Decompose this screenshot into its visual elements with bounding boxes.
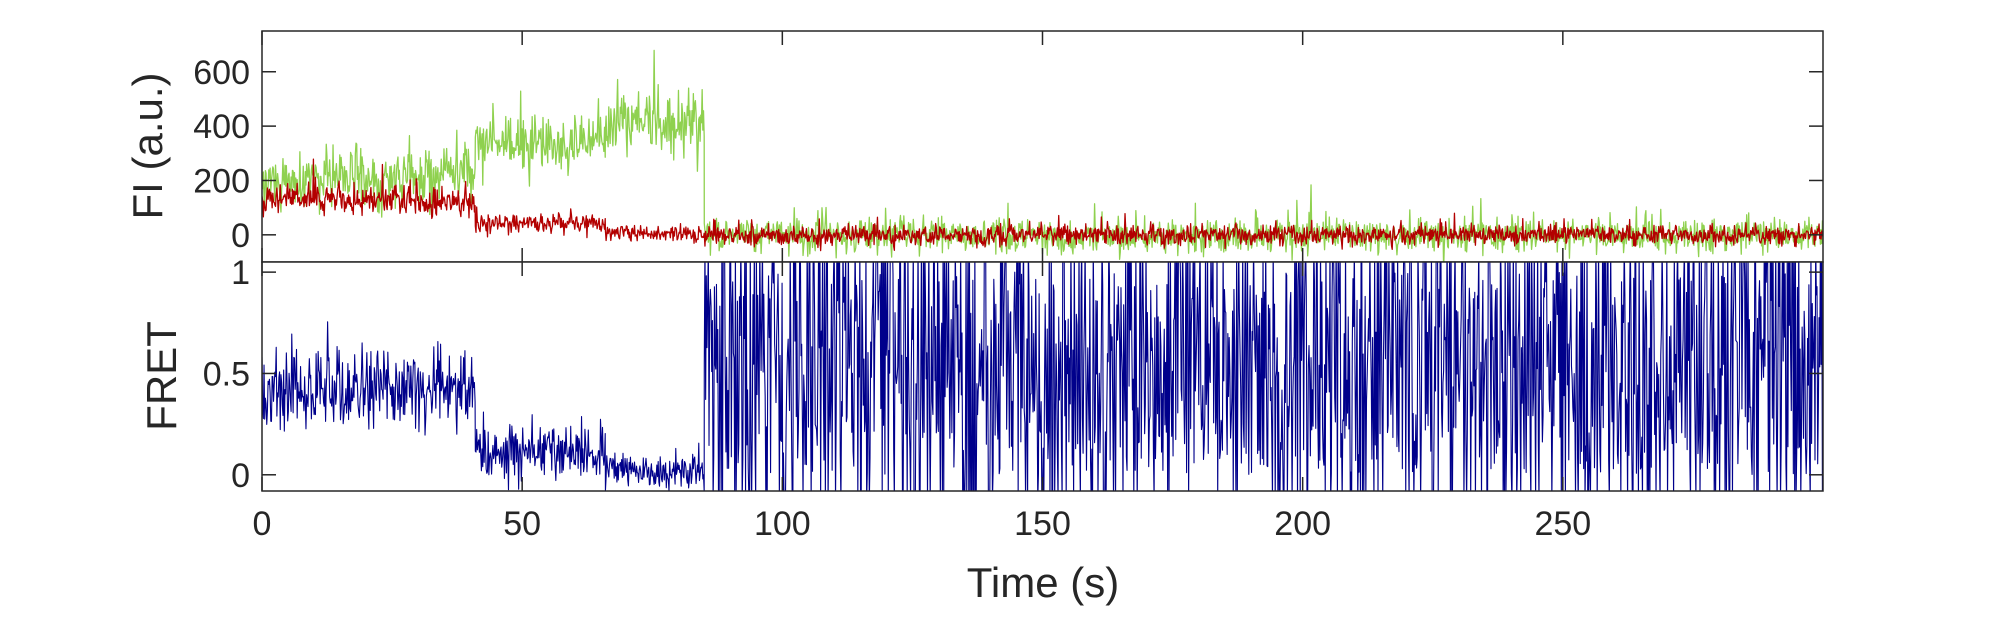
bottom-x-tick-label: 200 xyxy=(1274,505,1331,543)
top-series-group xyxy=(262,49,1823,262)
top-panel: 0 200 400 600 FI (a.u.) xyxy=(124,30,1824,263)
bottom-tick-group: 0 0.5 1 0 50 100 150 200 250 xyxy=(203,254,1823,543)
bottom-y-tick-label: 0 xyxy=(231,457,250,495)
bottom-x-tick-label: 250 xyxy=(1534,505,1591,543)
bottom-x-tick-label: 100 xyxy=(754,505,811,543)
bottom-x-tick-label: 50 xyxy=(503,505,541,543)
bottom-x-tick-label: 150 xyxy=(1014,505,1071,543)
bottom-x-tick-label: 0 xyxy=(253,505,272,543)
bottom-series-line-0 xyxy=(262,262,1823,491)
top-y-tick-label: 0 xyxy=(231,217,250,255)
top-y-tick-label: 200 xyxy=(193,162,250,200)
bottom-panel: 0 0.5 1 0 50 100 150 200 250 FRET Time (s) xyxy=(138,254,1824,606)
x-axis-label: Time (s) xyxy=(967,559,1119,606)
top-y-tick-label: 600 xyxy=(193,54,250,92)
top-series-line-0 xyxy=(262,49,1823,262)
bottom-y-tick-label: 0.5 xyxy=(203,355,250,393)
bottom-series-group xyxy=(262,262,1823,491)
top-series-line-1 xyxy=(262,158,1823,252)
top-tick-group: 0 200 400 600 xyxy=(193,31,1823,262)
top-y-tick-label: 400 xyxy=(193,108,250,146)
top-y-axis-label: FI (a.u.) xyxy=(124,72,171,219)
bottom-y-tick-label: 1 xyxy=(231,254,250,292)
bottom-y-axis-label: FRET xyxy=(138,321,185,431)
